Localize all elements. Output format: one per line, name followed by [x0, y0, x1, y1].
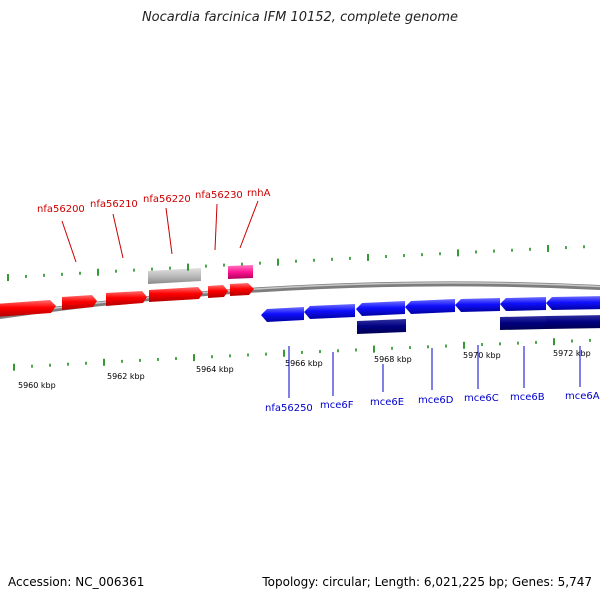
forward-gene-arrow[interactable] — [0, 300, 56, 317]
label-leader-line — [214, 203, 218, 251]
forward-gene-arrow[interactable] — [106, 291, 147, 306]
scale-label: 5962 kbp — [107, 372, 145, 381]
reverse-gene-arrow[interactable] — [356, 301, 405, 316]
reverse-gene-arrow[interactable] — [500, 297, 546, 311]
reverse-gene-arrow[interactable] — [405, 299, 455, 314]
reverse-feature-block[interactable] — [546, 315, 600, 329]
lower-tick-track — [13, 338, 591, 371]
forward-gene-arrow[interactable] — [208, 285, 228, 298]
reverse-feature-block[interactable] — [357, 319, 406, 334]
scale-label: 5970 kbp — [463, 351, 501, 360]
gene-label-nfa56230[interactable]: nfa56230 — [195, 190, 243, 201]
label-leader-line — [61, 220, 77, 263]
gene-label-mce6F[interactable]: mce6F — [320, 400, 354, 411]
gene-label-nfa56210[interactable]: nfa56210 — [90, 199, 138, 210]
gene-label-mce6C[interactable]: mce6C — [464, 393, 499, 404]
scale-label: 5964 kbp — [196, 365, 234, 374]
reverse-gene-arrow[interactable] — [546, 296, 600, 310]
reverse-feature-block[interactable] — [500, 316, 546, 330]
scale-label: 5960 kbp — [18, 381, 56, 390]
reverse-gene-arrow[interactable] — [261, 307, 304, 322]
forward-gene-arrow[interactable] — [149, 287, 203, 302]
gene-label-mce6A[interactable]: mce6A — [565, 391, 600, 402]
forward-gene-arrow[interactable] — [230, 283, 254, 296]
pseudogene-block[interactable] — [148, 268, 201, 284]
accession-text: Accession: NC_006361 — [8, 575, 145, 589]
genome-stats-text: Topology: circular; Length: 6,021,225 bp… — [262, 575, 592, 589]
label-leader-line — [112, 213, 124, 259]
label-leader-line — [165, 207, 173, 255]
gene-label-nfa56200[interactable]: nfa56200 — [37, 204, 85, 215]
reverse-gene-arrow[interactable] — [304, 304, 355, 319]
gene-label-mce6B[interactable]: mce6B — [510, 392, 545, 403]
gene-label-rnhA[interactable]: rnhA — [247, 188, 271, 199]
gene-label-nfa56250[interactable]: nfa56250 — [265, 403, 313, 414]
forward-gene-arrow[interactable] — [62, 295, 97, 310]
gene-label-mce6D[interactable]: mce6D — [418, 395, 454, 406]
label-leader-line — [239, 200, 259, 249]
scale-label: 5966 kbp — [285, 359, 323, 368]
gene-label-nfa56220[interactable]: nfa56220 — [143, 194, 191, 205]
upper-tick-track — [7, 244, 585, 282]
scale-label: 5968 kbp — [374, 355, 412, 364]
scale-label: 5972 kbp — [553, 349, 591, 358]
reverse-gene-arrow[interactable] — [455, 298, 500, 312]
page-title: Nocardia farcinica IFM 10152, complete g… — [141, 10, 459, 25]
rnhA-gene-block[interactable] — [228, 265, 253, 279]
gene-label-mce6E[interactable]: mce6E — [370, 397, 404, 408]
